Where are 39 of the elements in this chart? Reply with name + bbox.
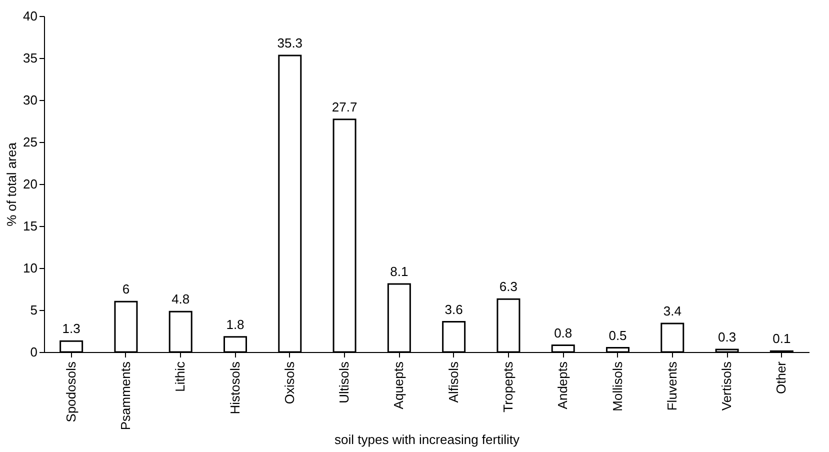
- x-tick-label: Mollisols: [610, 361, 625, 412]
- x-tick-label: Fluvents: [664, 361, 680, 411]
- x-tick-label: Alfisols: [446, 361, 461, 403]
- data-label: 27.7: [332, 99, 358, 114]
- x-tick-label: Tropepts: [500, 361, 516, 412]
- data-label: 1.8: [226, 316, 244, 332]
- x-tick-label: Ultisols: [336, 361, 352, 404]
- x-tick-label: Oxisols: [282, 361, 297, 404]
- y-tick-label: 30: [23, 92, 38, 108]
- data-label: 0.1: [772, 331, 791, 346]
- data-label: 35.3: [277, 35, 303, 50]
- x-tick-label: Vertisols: [719, 361, 734, 411]
- y-tick-label: 25: [23, 134, 38, 150]
- y-tick-label: 0: [30, 344, 38, 360]
- data-label: 6: [122, 282, 130, 297]
- y-tick-label: 20: [23, 176, 38, 192]
- x-axis-title: soil types with increasing fertility: [334, 432, 520, 448]
- x-tick-label: Histosols: [227, 361, 242, 414]
- x-tick-label: Other: [774, 360, 789, 394]
- x-tick-label: Spodosols: [63, 361, 78, 422]
- y-tick-label: 10: [23, 260, 38, 276]
- data-label: 6.3: [499, 279, 518, 294]
- x-tick-label: Aquepts: [391, 361, 406, 410]
- x-tick-label: Andepts: [555, 361, 570, 410]
- data-label: 4.8: [172, 292, 190, 307]
- data-label: 3.6: [444, 302, 463, 317]
- x-tick-label: Psamments: [118, 361, 133, 430]
- data-label: 0.8: [554, 325, 572, 340]
- data-label: 8.1: [390, 264, 408, 279]
- y-tick-label: 15: [23, 218, 38, 234]
- data-label: 1.3: [62, 321, 80, 336]
- x-tick-label: Lithic: [172, 361, 188, 392]
- data-label: 3.4: [663, 303, 682, 318]
- y-tick-label: 35: [23, 50, 38, 66]
- data-label: 0.5: [608, 328, 627, 343]
- y-axis-title: % of total area: [4, 142, 20, 226]
- y-tick-label: 40: [23, 8, 38, 24]
- y-tick-label: 5: [30, 302, 38, 318]
- data-label: 0.3: [718, 329, 736, 344]
